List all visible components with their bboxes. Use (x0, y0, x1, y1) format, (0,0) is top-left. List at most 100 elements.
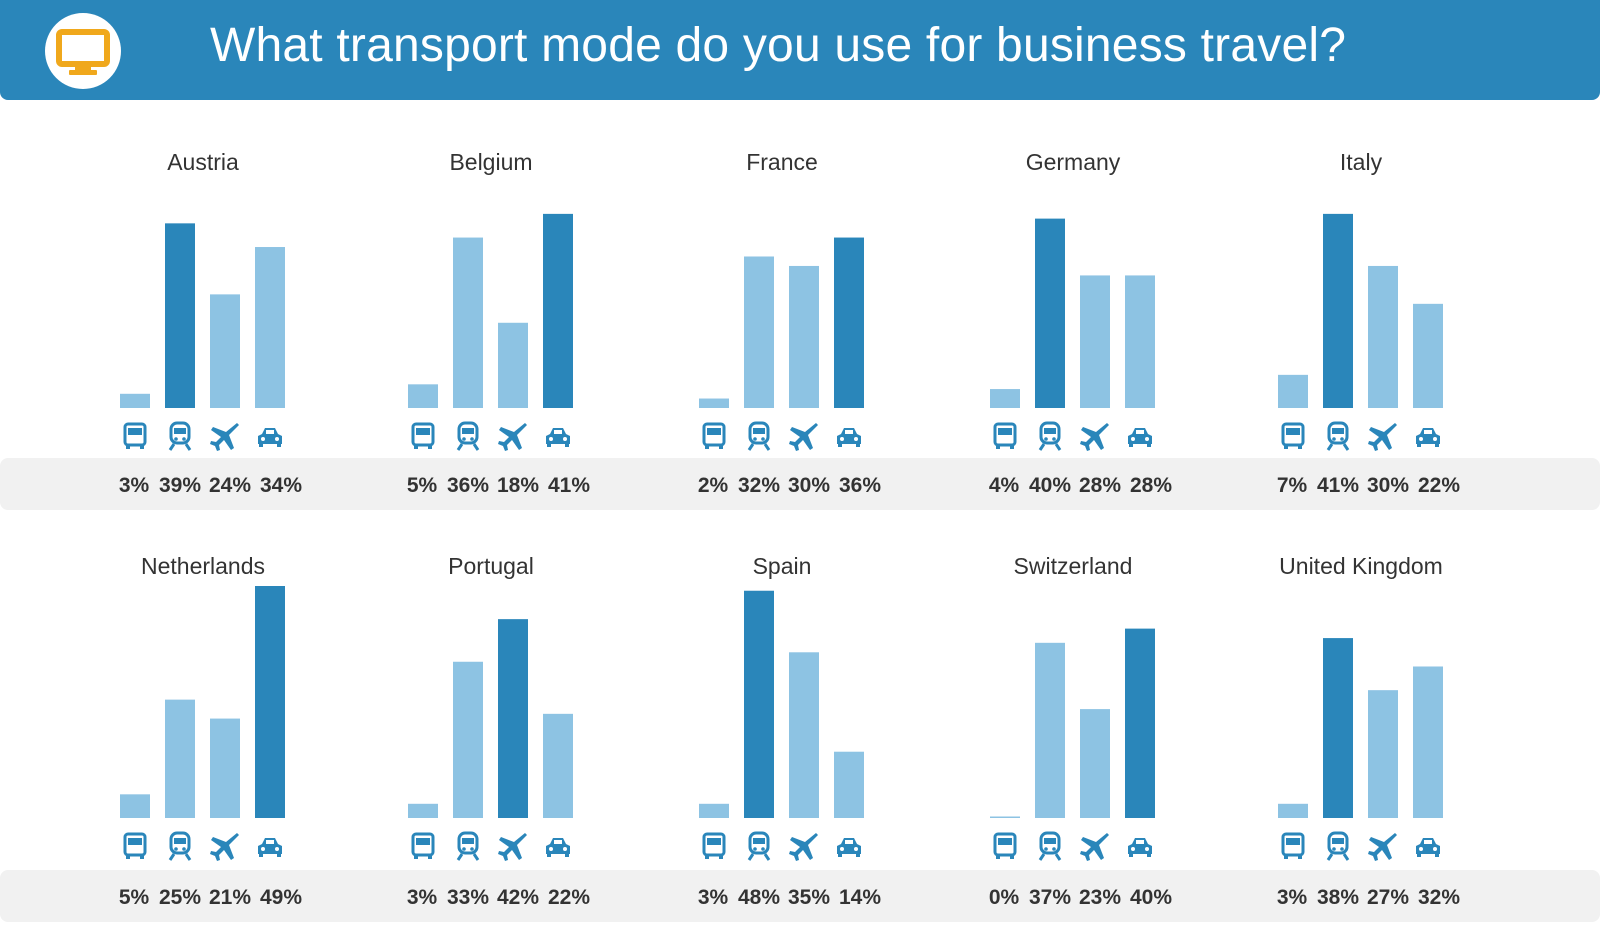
bar-plane (1080, 709, 1110, 818)
bar-train (453, 661, 483, 818)
percent-label: 27% (1367, 886, 1409, 909)
bar-bus (699, 803, 729, 818)
bar-bus (408, 803, 438, 818)
page-title: What transport mode do you use for busin… (210, 19, 1347, 72)
plane-icon (1368, 423, 1397, 451)
percent-label: 39% (159, 474, 201, 497)
percent-label: 14% (839, 886, 881, 909)
percent-band-row1 (0, 458, 1600, 510)
plane-icon (789, 423, 818, 451)
train-icon (1326, 831, 1350, 861)
bar-train (165, 223, 195, 408)
bar-bus (408, 384, 438, 408)
country-panel-netherlands: Netherlands 5% 25% 21% 49% (119, 553, 303, 909)
bar-car (834, 751, 864, 818)
bus-icon (1281, 832, 1305, 859)
country-title: Spain (753, 553, 812, 579)
percent-label: 30% (1367, 474, 1409, 497)
percent-label: 34% (260, 474, 302, 497)
country-title: United Kingdom (1279, 553, 1443, 579)
bar-bus (699, 398, 729, 408)
country-title: Portugal (448, 553, 534, 579)
car-icon (1128, 428, 1152, 447)
car-icon (546, 838, 570, 857)
bar-plane (210, 718, 240, 818)
bar-train (453, 237, 483, 408)
bar-car (1413, 303, 1443, 408)
plane-icon (1080, 833, 1109, 861)
percent-label: 41% (1317, 474, 1359, 497)
percent-label: 3% (407, 886, 438, 909)
bus-icon (411, 422, 435, 449)
percent-label: 28% (1079, 474, 1121, 497)
percent-label: 25% (159, 886, 201, 909)
plane-icon (1080, 423, 1109, 451)
train-icon (1326, 421, 1350, 451)
train-icon (1038, 421, 1062, 451)
percent-label: 28% (1130, 474, 1172, 497)
percent-label: 4% (989, 474, 1020, 497)
percent-label: 48% (738, 886, 780, 909)
country-panel-portugal: Portugal 3% 33% 42% 22% (407, 553, 591, 909)
bus-icon (1281, 422, 1305, 449)
percent-label: 23% (1079, 886, 1121, 909)
percent-label: 41% (548, 474, 590, 497)
header-icon-badge (45, 13, 121, 89)
car-icon (837, 428, 861, 447)
country-panel-united-kingdom: United Kingdom 3% 38% 27% 32% (1277, 553, 1461, 909)
bar-train (1323, 213, 1353, 408)
percent-label: 21% (209, 886, 251, 909)
car-icon (1416, 838, 1440, 857)
percent-label: 22% (548, 886, 590, 909)
bus-icon (993, 832, 1017, 859)
car-icon (258, 428, 282, 447)
percent-label: 5% (119, 886, 150, 909)
percent-label: 49% (260, 886, 302, 909)
percent-label: 5% (407, 474, 438, 497)
car-icon (258, 838, 282, 857)
percent-label: 22% (1418, 474, 1460, 497)
bus-icon (702, 422, 726, 449)
bar-car (543, 713, 573, 818)
bar-train (1323, 638, 1353, 818)
car-icon (837, 838, 861, 857)
bar-bus (1278, 803, 1308, 818)
country-title: Germany (1026, 149, 1121, 175)
bar-train (744, 256, 774, 408)
bar-car (543, 213, 573, 408)
train-icon (456, 421, 480, 451)
country-title: Italy (1340, 149, 1383, 175)
bar-car (255, 586, 285, 818)
percent-label: 37% (1029, 886, 1071, 909)
train-icon (1038, 831, 1062, 861)
train-icon (456, 831, 480, 861)
bar-plane (210, 294, 240, 408)
bar-plane (1368, 690, 1398, 818)
country-title: Netherlands (141, 553, 265, 579)
bus-icon (411, 832, 435, 859)
plane-icon (498, 423, 527, 451)
bar-train (1035, 642, 1065, 818)
bus-icon (993, 422, 1017, 449)
percent-label: 32% (738, 474, 780, 497)
country-panel-switzerland: Switzerland 0% 37% 23% 40% (989, 553, 1173, 909)
bar-train (1035, 218, 1065, 408)
bus-icon (123, 422, 147, 449)
bar-plane (498, 322, 528, 408)
percent-label: 38% (1317, 886, 1359, 909)
bar-bus (990, 816, 1020, 818)
percent-label: 33% (447, 886, 489, 909)
percent-label: 3% (119, 474, 150, 497)
bar-bus (990, 389, 1020, 408)
title-banner: What transport mode do you use for busin… (0, 0, 1600, 100)
percent-label: 2% (698, 474, 729, 497)
country-panel-austria: Austria 3% 39% 24% 34% (119, 149, 303, 497)
bar-train (165, 699, 195, 818)
bar-car (834, 237, 864, 408)
country-panel-france: France 2% 32% 30% 36% (698, 149, 882, 497)
percent-label: 0% (989, 886, 1020, 909)
country-panel-spain: Spain 3% 48% 35% 14% (698, 553, 882, 909)
plane-icon (210, 833, 239, 861)
bus-icon (123, 832, 147, 859)
percent-band-row2 (0, 870, 1600, 922)
